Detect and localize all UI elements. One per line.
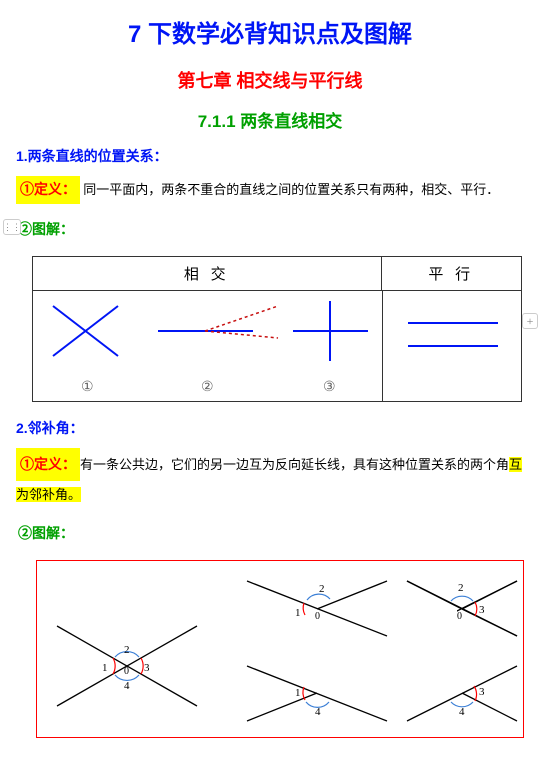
angles-3-4: 3 4 [407, 666, 517, 721]
svg-text:0: 0 [315, 611, 320, 622]
angles-1-2: 1 2 0 [247, 581, 387, 636]
svg-text:2: 2 [319, 583, 325, 595]
circle-label-2: ② [201, 380, 214, 395]
definition-1-text: 同一平面内，两条不重合的直线之间的位置关系只有两种，相交、平行． [83, 182, 499, 197]
svg-text:1: 1 [295, 687, 301, 699]
definition-2: ①定义：有一条公共边，它们的另一边互为反向延长线，具有这种位置关系的两个角互为邻… [16, 448, 524, 509]
label-definition-2: ①定义： [16, 448, 80, 481]
svg-text:2: 2 [458, 582, 464, 594]
definition-2-text-a: 有一条公共边，它们的另一边互为反向延长线，具有这种位置关系的两个角 [80, 457, 509, 472]
intersect-svg: ① ② ③ [33, 291, 383, 401]
main-title: 7 下数学必背知识点及图解 [16, 14, 524, 49]
parallel-diagram-cell [383, 291, 523, 401]
svg-text:1: 1 [295, 607, 301, 619]
svg-text:4: 4 [315, 706, 321, 718]
svg-text:4: 4 [459, 706, 465, 718]
intersect-diagram-cell: ① ② ③ [33, 291, 383, 401]
label-diagram-1: ②图解： [16, 216, 76, 244]
svg-text:2: 2 [124, 644, 130, 656]
svg-text:0: 0 [457, 611, 462, 622]
adjacent-angles-svg: 1 2 3 4 0 1 2 0 2 3 [37, 561, 525, 737]
svg-text:4: 4 [124, 680, 130, 692]
svg-text:1: 1 [102, 662, 108, 674]
chapter-title: 第七章 相交线与平行线 [16, 67, 524, 93]
svg-text:3: 3 [144, 662, 150, 674]
drag-handle-icon[interactable]: ⋮⋮ [3, 219, 21, 235]
definition-1: ①定义： 同一平面内，两条不重合的直线之间的位置关系只有两种，相交、平行． [16, 176, 524, 204]
label-diagram-2: ②图解： [16, 520, 76, 548]
angles-2-3: 2 3 0 [402, 581, 517, 639]
table-header-parallel: 平 行 [382, 257, 521, 291]
angles-full-x: 1 2 3 4 0 [57, 626, 197, 706]
table-header-intersect: 相 交 [33, 257, 382, 291]
section-title: 7.1.1 两条直线相交 [16, 107, 524, 132]
parallel-svg [383, 291, 523, 401]
angles-1-4: 1 4 [247, 666, 387, 721]
svg-text:3: 3 [479, 686, 485, 698]
subsection-1-heading: 1.两条直线的位置关系： [16, 146, 524, 166]
diagram-label-1: ②图解： [16, 216, 524, 244]
circle-label-3: ③ [323, 380, 336, 395]
label-definition-1: ①定义： [16, 176, 80, 204]
svg-text:3: 3 [479, 604, 485, 616]
plus-button[interactable]: + [522, 313, 538, 329]
subsection-2-heading: 2.邻补角： [16, 418, 524, 438]
svg-text:0: 0 [124, 666, 129, 677]
diagram-label-2: ②图解： [16, 520, 524, 548]
circle-label-1: ① [81, 380, 94, 395]
diagram-table-1: 相 交 平 行 ① ② ③ [32, 256, 522, 402]
diagram-2-container: 1 2 3 4 0 1 2 0 2 3 [36, 560, 524, 738]
